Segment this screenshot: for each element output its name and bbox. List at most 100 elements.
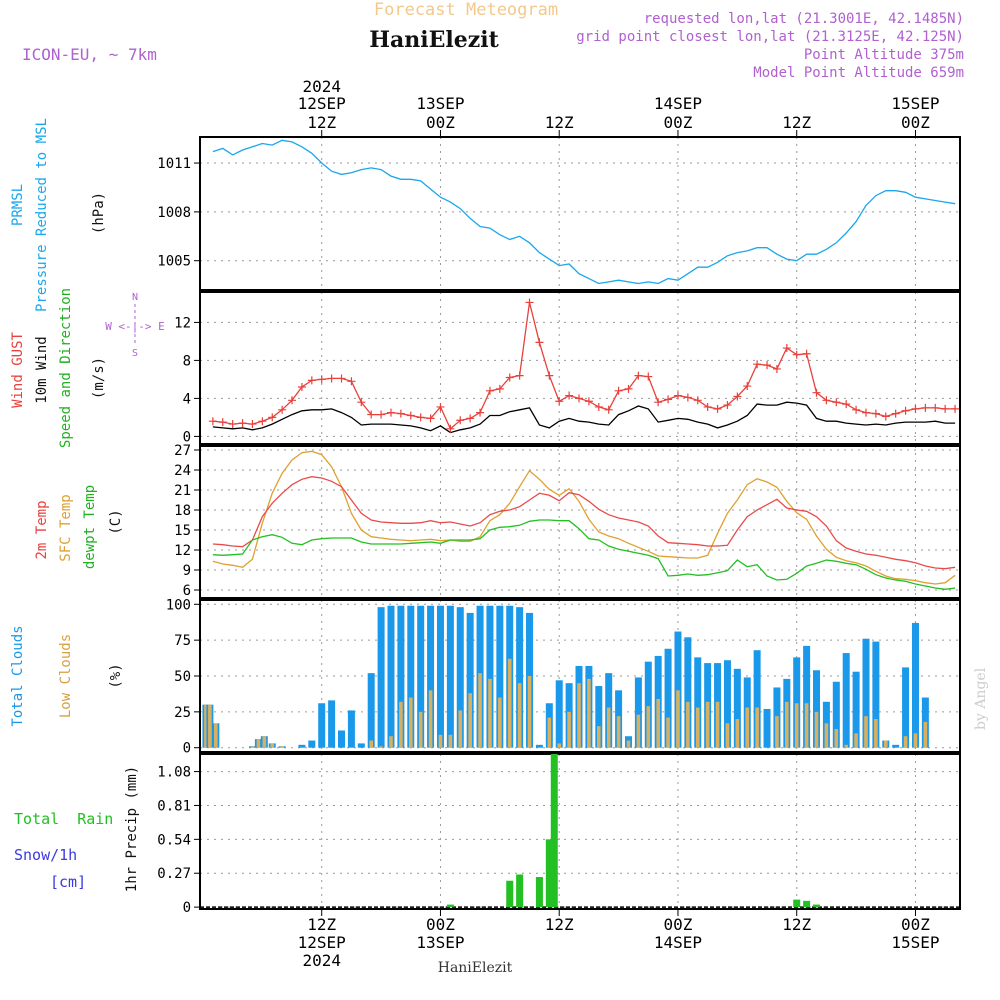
precip-ytick-label: 0.81 xyxy=(157,798,191,814)
clouds-ytick-label: 100 xyxy=(166,597,191,613)
top-date-label: 15SEP xyxy=(891,94,939,113)
gust-marker xyxy=(871,409,880,418)
low-cloud-bar xyxy=(656,698,660,748)
temp-unit: (C) xyxy=(108,509,124,534)
top-date-label: 12SEP xyxy=(298,94,346,113)
bottom-date-label: 15SEP xyxy=(891,933,939,952)
low-cloud-bar xyxy=(547,717,552,748)
clouds-frame xyxy=(199,599,961,753)
total-cloud-bar xyxy=(456,607,464,748)
gust-marker xyxy=(476,408,485,417)
rain-bar xyxy=(446,904,454,908)
temperature-ytick-label: 18 xyxy=(174,503,191,519)
low-cloud-bar xyxy=(458,710,463,748)
wind-frame xyxy=(199,291,961,445)
gust-marker xyxy=(357,398,366,407)
gust-marker xyxy=(763,361,772,370)
gust-marker xyxy=(248,420,257,429)
low-cloud-bar xyxy=(745,707,750,748)
low-cloud-bar xyxy=(913,733,918,748)
gust-marker xyxy=(911,404,920,413)
low-cloud-bar xyxy=(864,716,868,748)
low-cloud-bar xyxy=(626,740,631,748)
low-cloud-label: Low Clouds xyxy=(58,634,74,718)
wind-unit: (m/s) xyxy=(91,357,107,399)
temperature-ytick-label: 12 xyxy=(174,543,191,559)
gust-marker xyxy=(555,397,564,406)
total-cloud-bar xyxy=(308,740,316,748)
low-cloud-bar xyxy=(408,697,413,748)
total-cloud-bar xyxy=(674,631,682,748)
gust-marker xyxy=(604,405,613,414)
low-cloud-bar xyxy=(498,697,502,748)
pressure-ytick-label: 1005 xyxy=(157,254,191,270)
low-cloud-bar xyxy=(369,740,373,748)
gust-marker xyxy=(901,406,910,415)
top-hour-label: 12Z xyxy=(545,113,574,132)
gust-marker xyxy=(436,402,445,411)
total-cloud-bar xyxy=(842,653,850,748)
gust-marker xyxy=(683,393,692,402)
temp2m-label: 2m Temp xyxy=(34,500,50,559)
gust-marker xyxy=(941,404,950,413)
pressure-frame xyxy=(199,136,961,291)
gust-marker xyxy=(594,402,603,411)
low-cloud-bar xyxy=(438,734,443,748)
precip-ytick-label: 0.27 xyxy=(157,866,191,882)
low-cloud-bar xyxy=(874,719,878,748)
gust-marker xyxy=(377,410,386,419)
gust-marker xyxy=(515,371,524,380)
total-cloud-bar xyxy=(694,657,702,748)
temperature-ytick-label: 9 xyxy=(183,563,191,579)
cloud-labels: Total Clouds Low Clouds (%) xyxy=(10,625,124,726)
bottom-year-label: 2024 xyxy=(302,951,341,970)
rain-label: Total Rain xyxy=(14,810,113,828)
low-cloud-bar xyxy=(262,736,267,748)
total-cloud-bar xyxy=(872,641,880,748)
wind-label: 10m Wind xyxy=(34,336,50,403)
compass-s: S xyxy=(132,348,138,359)
gust-marker xyxy=(891,409,900,418)
gust-marker xyxy=(743,382,752,391)
gust-marker xyxy=(268,413,277,422)
wind-speed-line xyxy=(212,401,956,434)
low-cloud-bar xyxy=(785,701,789,748)
total-cloud-bar xyxy=(298,744,306,748)
total-cloud-bar xyxy=(852,671,860,748)
total-cloud-bar xyxy=(832,681,840,748)
low-cloud-bar xyxy=(804,703,809,748)
gust-marker xyxy=(545,371,554,380)
gust-marker xyxy=(426,414,435,423)
gust-marker xyxy=(664,395,673,404)
low-cloud-bar xyxy=(527,676,532,748)
low-cloud-bar xyxy=(587,678,591,748)
low-cloud-bar xyxy=(567,711,571,748)
pressure-label-1: PRMSL xyxy=(10,184,26,226)
point-altitude: Point Altitude 375m xyxy=(804,47,964,63)
low-cloud-bar xyxy=(557,743,562,748)
precip-ytick-label: 1.08 xyxy=(157,765,191,781)
gust-marker xyxy=(673,391,682,400)
gust-marker xyxy=(258,417,267,426)
total-cloud-bar xyxy=(723,660,731,748)
low-cloud-bar xyxy=(256,739,261,748)
bottom-date-label: 14SEP xyxy=(654,933,702,952)
low-cloud-bar xyxy=(794,703,799,748)
rain-bar xyxy=(545,839,553,908)
low-cloud-bar xyxy=(468,693,472,748)
wind-ytick-label: 0 xyxy=(183,429,191,445)
gust-marker xyxy=(337,374,346,383)
total-cloud-bar xyxy=(684,637,692,748)
total-cloud-label: Total Clouds xyxy=(10,625,26,726)
temp-2m-line xyxy=(212,476,956,570)
total-cloud-bar xyxy=(733,668,741,748)
gust-marker xyxy=(575,394,584,403)
total-cloud-bar xyxy=(357,743,365,748)
pressure-line xyxy=(212,139,956,285)
top-hour-label: 00Z xyxy=(664,113,693,132)
low-cloud-bar xyxy=(923,721,928,748)
low-cloud-bar xyxy=(834,729,839,748)
low-cloud-bar xyxy=(448,734,453,748)
gust-marker xyxy=(288,396,297,405)
gust-marker xyxy=(228,420,237,429)
